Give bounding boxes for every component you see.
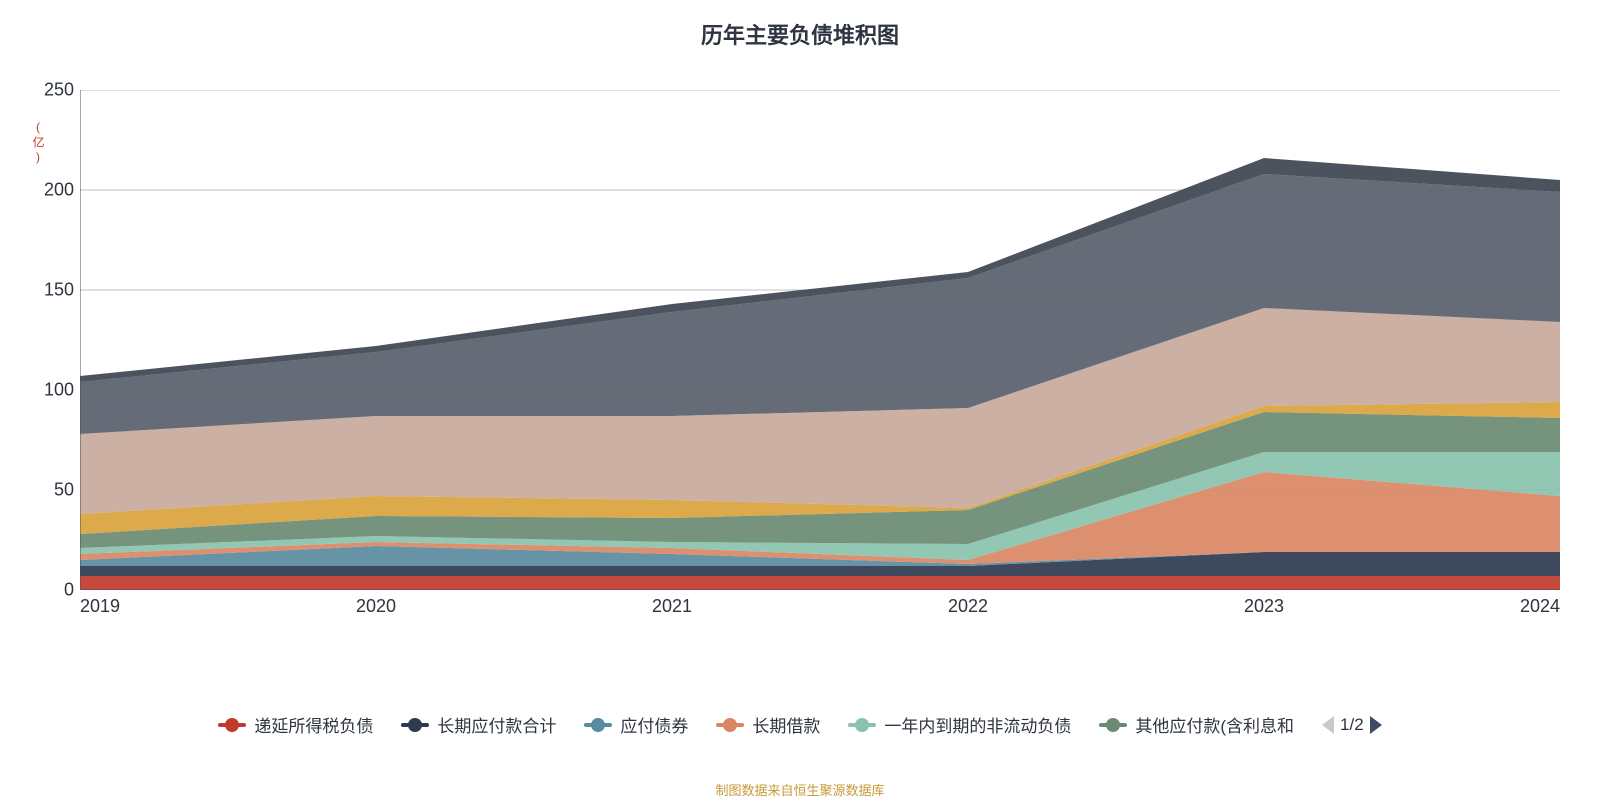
legend-label: 长期借款 — [752, 712, 820, 737]
y-tick-label: 50 — [54, 480, 74, 501]
legend-swatch — [218, 723, 246, 727]
footer-credit: 制图数据来自恒生聚源数据库 — [0, 780, 1600, 799]
legend-item[interactable]: 应付债券 — [584, 712, 688, 737]
plot-area: 050100150200250201920202021202220232024 — [80, 90, 1560, 590]
legend-item[interactable]: 长期应付款合计 — [401, 712, 556, 737]
legend-page-indicator: 1/2 — [1340, 715, 1364, 735]
legend-item[interactable]: 其他应付款(含利息和 — [1099, 712, 1294, 737]
y-axis-unit: (亿) — [30, 120, 47, 166]
legend-label: 长期应付款合计 — [437, 712, 556, 737]
legend: 递延所得税负债 长期应付款合计 应付债券 长期借款 一年内到期的非流动负债 其他应付款(含… — [0, 712, 1600, 737]
y-tick-label: 200 — [44, 180, 74, 201]
legend-label: 一年内到期的非流动负债 — [884, 712, 1071, 737]
chart-title: 历年主要负债堆积图 — [0, 18, 1600, 50]
legend-swatch — [584, 723, 612, 727]
x-tick-label: 2020 — [356, 596, 396, 617]
y-tick-label: 0 — [64, 580, 74, 601]
stacked-area-svg — [80, 90, 1560, 590]
x-tick-label: 2024 — [1520, 596, 1560, 617]
legend-swatch — [1099, 723, 1127, 727]
legend-pager: 1/2 — [1322, 715, 1382, 735]
legend-prev-icon[interactable] — [1322, 716, 1334, 734]
legend-item[interactable]: 一年内到期的非流动负债 — [848, 712, 1071, 737]
legend-label: 递延所得税负债 — [254, 712, 373, 737]
legend-label: 其他应付款(含利息和 — [1135, 712, 1294, 737]
legend-item[interactable]: 长期借款 — [716, 712, 820, 737]
y-tick-label: 150 — [44, 280, 74, 301]
chart-root: 历年主要负债堆积图 (亿) 05010015020025020192020202… — [0, 0, 1600, 800]
legend-item[interactable]: 递延所得税负债 — [218, 712, 373, 737]
x-tick-label: 2021 — [652, 596, 692, 617]
x-tick-label: 2022 — [948, 596, 988, 617]
y-tick-label: 250 — [44, 80, 74, 101]
y-tick-label: 100 — [44, 380, 74, 401]
legend-label: 应付债券 — [620, 712, 688, 737]
legend-swatch — [848, 723, 876, 727]
legend-swatch — [716, 723, 744, 727]
legend-swatch — [401, 723, 429, 727]
legend-next-icon[interactable] — [1370, 716, 1382, 734]
x-tick-label: 2019 — [80, 596, 120, 617]
x-tick-label: 2023 — [1244, 596, 1284, 617]
